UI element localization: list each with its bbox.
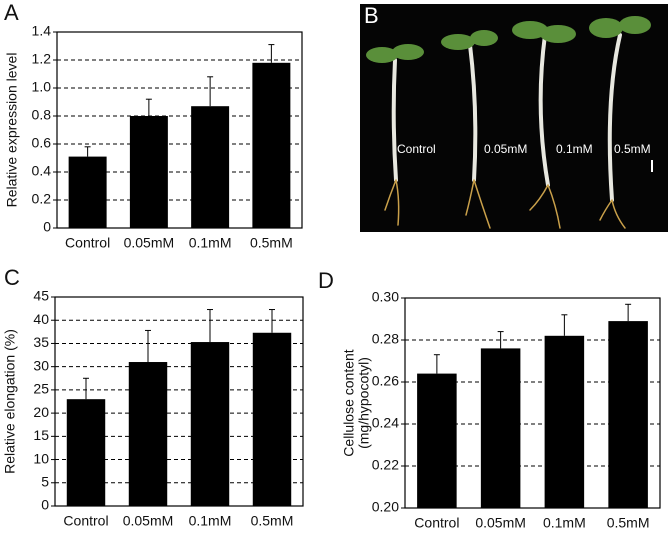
seedlings xyxy=(384,33,626,229)
bar xyxy=(68,156,107,228)
panel-letter: C xyxy=(4,265,20,290)
bar xyxy=(129,116,168,228)
y-axis-label: Relative expression level xyxy=(4,53,20,208)
bar xyxy=(190,342,230,506)
photo-panel: B Control 0.05mM 0.1mM 0.5mM xyxy=(360,3,668,232)
x-tick-label: 0.5mM xyxy=(250,235,293,251)
y-tick-label: 0.30 xyxy=(372,289,399,305)
x-tick-label: 0.05mM xyxy=(123,513,174,529)
photo-label: 0.1mM xyxy=(556,142,593,156)
chart: D Cellulose content (mg/hypocotyl) 0.20 0.22… xyxy=(318,268,661,531)
y-tick-label: 0.22 xyxy=(372,457,399,473)
y-tick-label: 0.26 xyxy=(372,373,399,389)
y-tick-label: 0.6 xyxy=(32,135,52,151)
x-tick-label: 0.1mM xyxy=(189,513,232,529)
y-tick-label: 0 xyxy=(41,497,49,513)
y-axis-label: Cellulose content xyxy=(341,349,357,457)
plot-frame xyxy=(54,296,304,507)
y-tick-label: 10 xyxy=(33,450,49,466)
plot-frame xyxy=(404,297,661,509)
x-tick-label: 0.5mM xyxy=(607,515,650,531)
y-tick-label: 1.2 xyxy=(32,51,52,67)
y-tick-label: 0.28 xyxy=(372,331,399,347)
x-tick-label: 0.05mM xyxy=(124,235,175,251)
bar xyxy=(608,321,648,508)
bar xyxy=(252,62,291,228)
chart: A Relative expression level 0 0.2 0.4 0.6 0.8 1… xyxy=(4,0,303,251)
x-tick-label: 0.05mM xyxy=(475,515,526,531)
bar xyxy=(544,335,585,508)
y-tick-label: 0.2 xyxy=(32,191,52,207)
y-tick-label: 0.20 xyxy=(372,499,399,515)
y-tick-label: 1.4 xyxy=(32,23,52,39)
panel-letter: A xyxy=(4,0,19,25)
x-tick-label: Control xyxy=(414,515,459,531)
photo-label: Control xyxy=(397,142,436,156)
y-tick-label: 0.24 xyxy=(372,415,399,431)
plot-frame xyxy=(56,31,303,229)
bar xyxy=(480,348,521,508)
bar xyxy=(252,332,292,506)
photo-label: 0.5mM xyxy=(614,142,651,156)
bar xyxy=(417,373,457,508)
y-tick-label: 15 xyxy=(33,427,49,443)
x-tick-label: 0.1mM xyxy=(189,235,232,251)
photo-background xyxy=(360,4,668,232)
y-tick-label: 25 xyxy=(33,381,49,397)
bar xyxy=(66,399,106,506)
y-axis-label: (mg/hypocotyl) xyxy=(356,357,372,449)
leaves xyxy=(366,16,651,63)
y-tick-label: 45 xyxy=(33,288,49,304)
x-tick-label: 0.5mM xyxy=(251,513,294,529)
panel-letter: B xyxy=(364,3,379,28)
panel-letter: D xyxy=(318,268,334,293)
y-tick-label: 5 xyxy=(41,473,49,489)
x-tick-label: Control xyxy=(65,235,110,251)
y-tick-label: 0 xyxy=(43,219,51,235)
y-axis-label: Relative elongation (%) xyxy=(2,329,18,474)
y-tick-label: 40 xyxy=(33,311,49,327)
y-tick-label: 0.8 xyxy=(32,107,52,123)
bar xyxy=(191,106,230,228)
x-tick-label: Control xyxy=(63,513,108,529)
x-tick-label: 0.1mM xyxy=(543,515,586,531)
photo-label: 0.05mM xyxy=(484,142,527,156)
y-tick-label: 35 xyxy=(33,334,49,350)
y-tick-label: 1.0 xyxy=(32,79,52,95)
y-tick-label: 30 xyxy=(33,357,49,373)
bar xyxy=(128,362,168,506)
y-tick-label: 0.4 xyxy=(32,163,52,179)
chart: C Relative elongation (%) 0 5 10 15 20 25 30 35 40… xyxy=(2,265,304,529)
y-tick-label: 20 xyxy=(33,404,49,420)
